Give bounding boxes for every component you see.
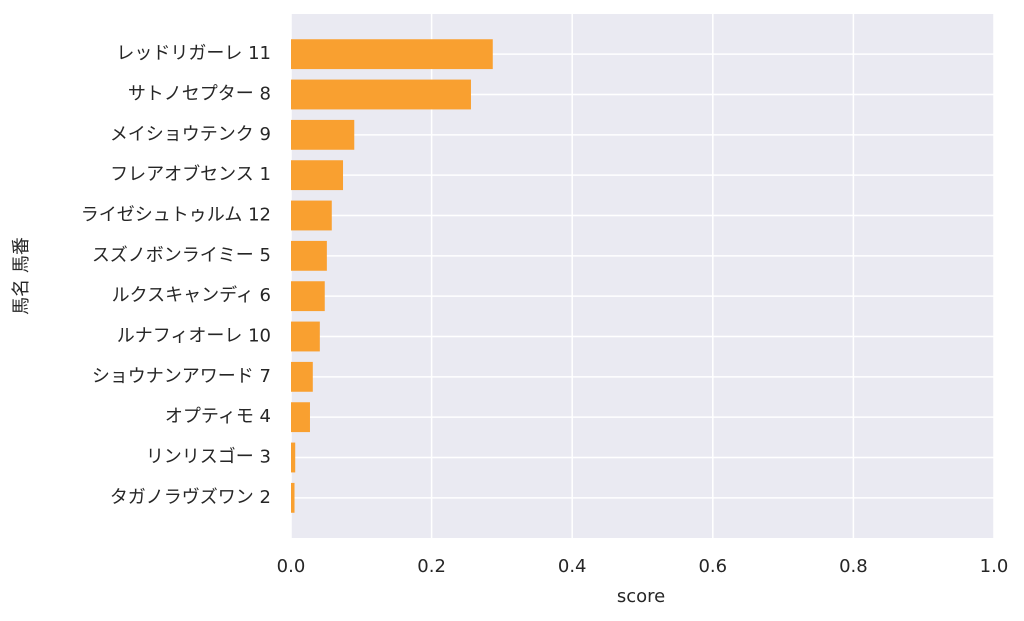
x-tick-label: 0.0 — [277, 556, 306, 577]
bar — [291, 39, 493, 70]
y-tick-label: ライゼシュトゥルム 12 — [81, 205, 271, 226]
y-tick-label: メイショウテンク 9 — [110, 124, 271, 145]
y-tick-label: ショウナンアワード 7 — [92, 366, 271, 387]
y-tick-label: オプティモ 4 — [165, 406, 271, 427]
y-tick-label: フレアオブセンス 1 — [110, 163, 271, 185]
bar — [291, 361, 313, 392]
x-tick-label: 1.0 — [980, 556, 1009, 577]
y-tick-label: リンリスゴー 3 — [146, 447, 271, 468]
bar — [291, 79, 471, 110]
bar — [291, 281, 325, 312]
x-tick-label: 0.2 — [417, 556, 446, 577]
y-tick-label: タガノラヴズワン 2 — [110, 487, 271, 508]
x-tick-label: 0.4 — [558, 556, 587, 577]
bar — [291, 402, 310, 433]
bar — [291, 200, 332, 231]
y-tick-label: ルナフィオーレ 10 — [117, 326, 271, 347]
x-axis-label: score — [617, 586, 665, 607]
y-tick-label: サトノセプター 8 — [128, 84, 271, 105]
bar — [291, 482, 295, 513]
bar — [291, 119, 355, 150]
bar — [291, 442, 296, 473]
y-tick-label: レッドリガーレ 11 — [116, 43, 271, 64]
bar — [291, 160, 344, 191]
y-tick-label: スズノボンライミー 5 — [92, 245, 271, 266]
y-tick-label: ルクスキャンディ 6 — [112, 285, 271, 306]
y-axis-label: 馬名 馬番 — [11, 237, 32, 315]
bar — [291, 321, 320, 352]
bar — [291, 240, 327, 271]
x-tick-label: 0.8 — [839, 556, 868, 577]
x-tick-label: 0.6 — [698, 556, 727, 577]
